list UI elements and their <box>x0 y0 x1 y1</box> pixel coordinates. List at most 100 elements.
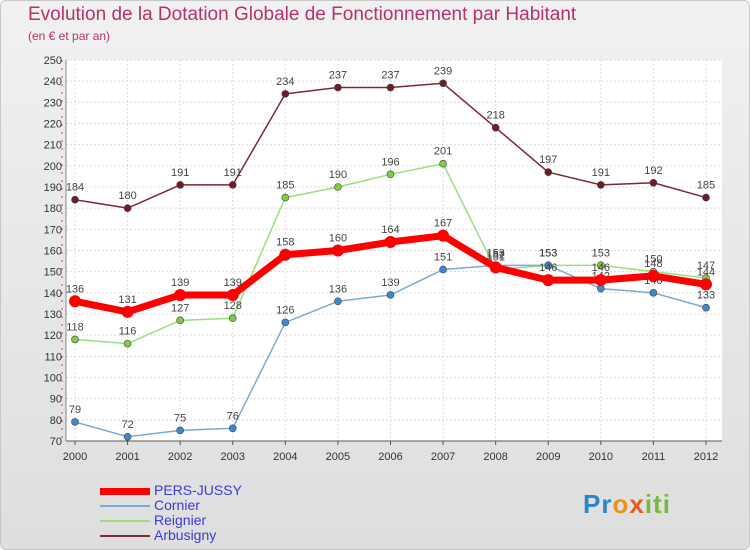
data-label-arbusigny-2001: 180 <box>118 190 136 202</box>
point-arbusigny-2000 <box>71 195 79 204</box>
data-label-reignier-2003: 128 <box>224 300 242 312</box>
data-label-arbusigny-2000: 184 <box>66 182 84 194</box>
y-tick-label-210: 210 <box>44 140 62 152</box>
legend-swatch-reignier <box>100 520 150 522</box>
point-pers-jussy-2011 <box>647 269 660 282</box>
data-label-pers-jussy-2008: 152 <box>486 249 504 261</box>
data-label-pers-jussy-2007: 167 <box>434 218 452 230</box>
data-label-reignier-2012: 147 <box>697 260 715 272</box>
logo-part-2: o <box>612 489 630 519</box>
data-label-cornier-2004: 126 <box>276 304 294 316</box>
point-cornier-2007 <box>439 265 447 274</box>
point-arbusigny-2001 <box>123 204 132 212</box>
point-cornier-2000 <box>71 418 79 426</box>
point-pers-jussy-2005 <box>331 244 344 257</box>
x-tick-label-2009: 2009 <box>536 451 560 463</box>
data-label-reignier-2006: 196 <box>381 156 399 168</box>
point-cornier-2010 <box>597 284 605 293</box>
point-pers-jussy-2000 <box>69 295 81 308</box>
y-tick-label-80: 80 <box>50 415 62 427</box>
point-arbusigny-2010 <box>597 181 605 189</box>
data-label-pers-jussy-2000: 136 <box>66 283 84 295</box>
y-tick-label-230: 230 <box>44 97 62 109</box>
point-arbusigny-2012 <box>702 193 710 202</box>
data-label-pers-jussy-2011: 148 <box>644 258 662 270</box>
data-label-cornier-2007: 151 <box>434 252 452 264</box>
y-tick-label-240: 240 <box>44 76 62 88</box>
legend-label-arbusigny: Arbusigny <box>154 527 217 543</box>
data-label-reignier-2005: 190 <box>329 169 347 181</box>
data-label-pers-jussy-2006: 164 <box>381 224 399 236</box>
data-label-arbusigny-2007: 239 <box>434 65 452 77</box>
data-label-reignier-2002: 127 <box>171 302 189 314</box>
data-label-pers-jussy-2002: 139 <box>171 277 189 289</box>
y-tick-label-130: 130 <box>44 309 62 321</box>
data-label-cornier-2012: 133 <box>697 290 715 302</box>
y-tick-label-170: 170 <box>44 224 62 236</box>
data-label-reignier-2004: 185 <box>276 180 294 192</box>
logo-part-4: iti <box>644 489 671 519</box>
data-label-pers-jussy-2004: 158 <box>276 237 294 249</box>
data-label-arbusigny-2004: 234 <box>276 76 294 88</box>
x-tick-label-2011: 2011 <box>642 451 666 463</box>
point-pers-jussy-2004 <box>279 248 292 261</box>
data-label-reignier-2000: 118 <box>66 321 84 333</box>
data-label-reignier-2009: 153 <box>539 247 557 259</box>
point-pers-jussy-2007 <box>437 229 450 242</box>
data-label-pers-jussy-2012: 144 <box>697 266 715 278</box>
y-tick-label-140: 140 <box>44 288 62 300</box>
point-reignier-2001 <box>123 339 132 348</box>
data-label-arbusigny-2010: 191 <box>592 167 610 179</box>
data-label-arbusigny-2003: 191 <box>224 167 242 179</box>
x-tick-label-2010: 2010 <box>589 451 613 463</box>
point-cornier-2001 <box>123 432 132 441</box>
proxiti-logo: Proxiti <box>583 489 671 520</box>
data-label-reignier-2008: 151 <box>486 252 504 264</box>
data-label-arbusigny-2011: 192 <box>644 165 662 177</box>
x-tick-label-2007: 2007 <box>431 451 455 463</box>
point-pers-jussy-2010 <box>594 274 607 287</box>
y-tick-label-70: 70 <box>50 436 62 448</box>
x-tick-label-2000: 2000 <box>63 451 87 463</box>
point-pers-jussy-2002 <box>174 288 187 301</box>
point-pers-jussy-2001 <box>121 305 134 318</box>
point-reignier-2005 <box>334 183 342 191</box>
data-label-pers-jussy-2010: 146 <box>592 262 610 274</box>
data-label-reignier-2011: 150 <box>644 254 662 266</box>
point-reignier-2000 <box>71 335 79 344</box>
point-reignier-2003 <box>228 314 237 323</box>
y-tick-label-100: 100 <box>44 373 62 385</box>
data-label-pers-jussy-2009: 146 <box>539 262 557 274</box>
data-label-reignier-2010: 153 <box>592 247 610 259</box>
legend-label-cornier: Cornier <box>154 497 200 513</box>
point-arbusigny-2005 <box>334 83 342 92</box>
chart-subtitle: (en € et par an) <box>28 29 111 43</box>
data-label-arbusigny-2012: 185 <box>697 180 715 192</box>
y-tick-label-160: 160 <box>44 246 62 258</box>
point-cornier-2005 <box>334 297 342 306</box>
data-label-arbusigny-2008: 218 <box>486 110 504 122</box>
point-arbusigny-2004 <box>281 90 290 98</box>
legend-label-pers-jussy: PERS-JUSSY <box>154 482 242 498</box>
point-arbusigny-2011 <box>649 178 658 187</box>
data-label-cornier-2009: 153 <box>539 247 557 259</box>
point-cornier-2011 <box>649 289 658 297</box>
x-tick-label-2001: 2001 <box>115 451 139 463</box>
point-arbusigny-2007 <box>439 79 447 88</box>
y-tick-label-110: 110 <box>44 351 62 363</box>
y-tick-label-190: 190 <box>44 182 62 194</box>
point-reignier-2004 <box>281 193 290 202</box>
point-arbusigny-2003 <box>228 181 237 189</box>
x-tick-label-2005: 2005 <box>326 451 350 463</box>
legend-swatch-cornier <box>100 505 150 507</box>
point-cornier-2004 <box>281 318 290 327</box>
x-tick-label-2012: 2012 <box>694 451 718 463</box>
point-pers-jussy-2006 <box>384 236 397 249</box>
point-cornier-2003 <box>228 424 237 433</box>
point-cornier-2012 <box>702 303 710 312</box>
data-label-pers-jussy-2005: 160 <box>329 233 347 245</box>
point-reignier-2002 <box>176 316 184 325</box>
point-cornier-2009 <box>544 261 553 270</box>
y-tick-label-150: 150 <box>44 267 62 279</box>
